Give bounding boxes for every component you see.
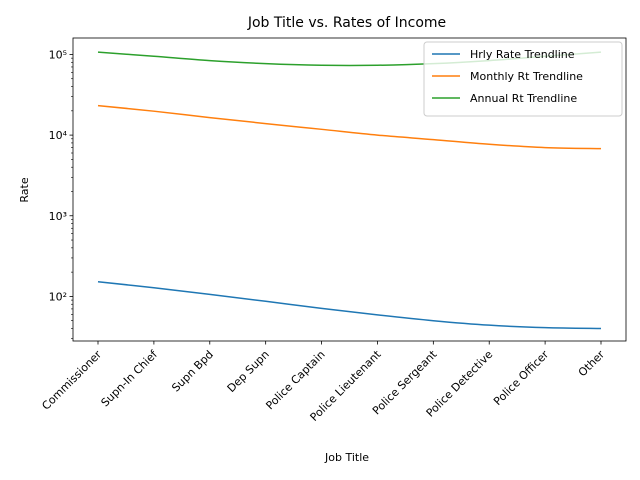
legend-box (423, 41, 623, 117)
legend-label-2: Annual Rt Trendline (470, 92, 577, 105)
legend: Hrly Rate Trendline Monthly Rt Trendline A… (423, 41, 623, 117)
x-tick-label: Police Captain (263, 348, 327, 412)
y-axis-label: Rate (18, 177, 31, 202)
x-tick-label: Commissioner (39, 348, 104, 413)
x-tick-label: Dep Supn (225, 348, 272, 395)
x-tick-label: Supn Bpd (169, 348, 216, 395)
x-tick-label: Other (576, 348, 608, 380)
y-tick-label: 10⁴ (49, 129, 68, 142)
series-line-1 (97, 104, 602, 150)
series-line-0 (97, 281, 602, 330)
chart-title: Job Title vs. Rates of Income (247, 15, 446, 31)
legend-label-1: Monthly Rt Trendline (470, 70, 583, 83)
legend-label-0: Hrly Rate Trendline (470, 48, 575, 61)
x-tick-label: Supn-In Chief (99, 347, 161, 409)
y-tick-label: 10³ (49, 210, 67, 223)
x-axis-label: Job Title (324, 451, 369, 464)
plot-frame (72, 37, 627, 342)
x-tick-label: Police Officer (491, 348, 551, 408)
y-tick-label: 10⁵ (49, 48, 67, 61)
y-tick-label: 10² (49, 290, 67, 303)
